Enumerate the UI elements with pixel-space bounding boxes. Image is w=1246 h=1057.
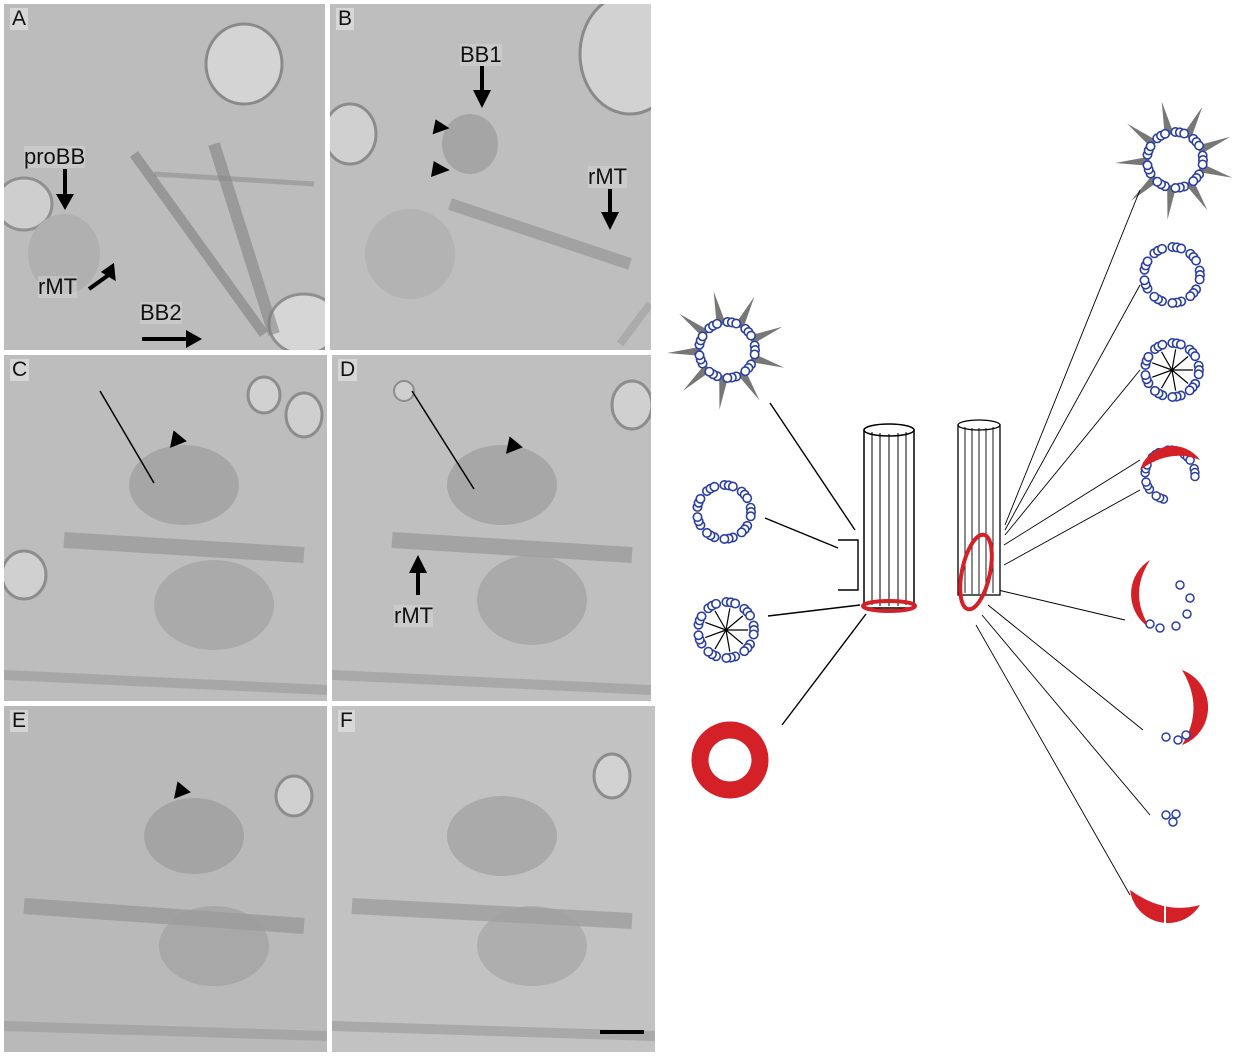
red-crescent-left xyxy=(1131,560,1150,628)
starred-triplet-ring-right xyxy=(1115,101,1233,220)
label-rmt-b: rMT xyxy=(588,164,628,189)
panel-f-overlay xyxy=(600,1030,644,1034)
arrowhead-b2 xyxy=(430,161,450,177)
micrograph-texture xyxy=(330,4,651,350)
arrow-probb xyxy=(56,194,74,210)
basal-body-cylinder-right xyxy=(957,419,1001,612)
triplet-ring-right xyxy=(1139,242,1206,308)
arrowhead-e xyxy=(173,781,191,799)
arrow-bb2 xyxy=(186,330,202,348)
basal-body-cylinder-left xyxy=(861,423,917,613)
micrograph-panel-c: C xyxy=(4,355,327,701)
panel-d-arrows xyxy=(409,390,523,595)
cartwheel-ring-right xyxy=(1140,338,1205,402)
panel-label-b: B xyxy=(336,7,355,30)
micrograph-texture xyxy=(332,706,655,1052)
triplet-rings xyxy=(692,242,1206,663)
scattered-tubules xyxy=(1145,580,1195,827)
panel-label-e: E xyxy=(10,709,29,732)
arrow-rmt-b xyxy=(601,212,619,230)
label-bb2: BB2 xyxy=(140,300,182,325)
panel-label-a: A xyxy=(10,7,29,30)
panel-b-arrows xyxy=(430,66,619,230)
arrowhead-c xyxy=(169,430,187,448)
right-leader-lines xyxy=(975,189,1151,896)
red-crescent-right xyxy=(1182,670,1209,745)
micrograph-texture xyxy=(4,706,327,1052)
cartwheel-ring-left xyxy=(693,597,759,663)
label-probb: proBB xyxy=(24,144,86,169)
micrograph-panel-a: A proBB rMT BB2 xyxy=(4,4,325,350)
thin-arrow-c xyxy=(99,390,155,484)
triplet-ring-left xyxy=(692,480,756,544)
micrograph-panel-e: E xyxy=(4,706,327,1052)
left-leader-lines xyxy=(764,402,867,726)
micrograph-texture xyxy=(332,355,651,701)
micrograph-panel-d: D rMT xyxy=(332,355,651,701)
micrograph-texture xyxy=(4,355,327,701)
panel-a-arrows xyxy=(56,169,202,348)
label-rmt-d: rMT xyxy=(394,603,434,628)
micrograph-texture xyxy=(4,4,325,350)
panel-e-arrows xyxy=(173,781,191,799)
arrow-rmt-d xyxy=(409,555,427,573)
panel-label-d: D xyxy=(338,358,358,381)
label-bb1: BB1 xyxy=(460,42,502,67)
micrograph-panel-b: B BB1 rMT xyxy=(330,4,651,350)
starred-triplet-rings xyxy=(667,101,1233,410)
red-ring xyxy=(691,721,769,799)
starred-triplet-ring-left xyxy=(667,291,785,410)
basal-body-schematic xyxy=(667,101,1233,925)
micrograph-panel-f: F xyxy=(332,706,655,1052)
arrow-rmt-a xyxy=(100,262,116,282)
arrowhead-d xyxy=(505,436,523,454)
panel-label-c: C xyxy=(10,358,30,381)
thin-arrow-d xyxy=(411,390,475,490)
arrow-bb1 xyxy=(473,90,491,108)
scale-bar xyxy=(600,1030,644,1034)
label-rmt-a: rMT xyxy=(38,274,78,299)
panel-label-f: F xyxy=(338,709,355,732)
arrowhead-b1 xyxy=(432,119,450,135)
red-arc-top xyxy=(1140,445,1200,470)
panel-c-arrows xyxy=(99,390,187,484)
